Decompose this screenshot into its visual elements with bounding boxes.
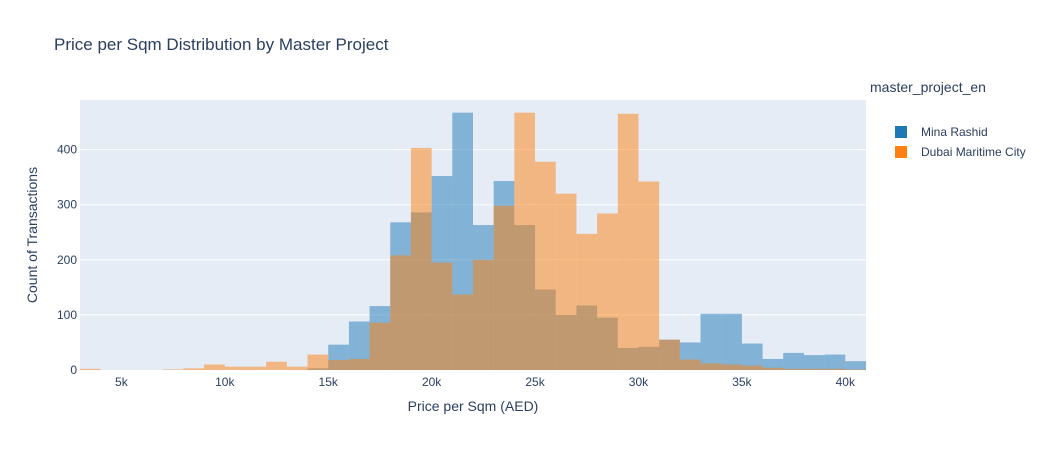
bar-series-1 — [286, 366, 308, 370]
bar-series-1 — [576, 233, 598, 370]
bar-series-1 — [824, 368, 846, 370]
bar-series-1 — [514, 112, 536, 371]
legend-label: Dubai Maritime City — [921, 145, 1026, 159]
bar-series-0 — [700, 313, 722, 370]
bar-series-1 — [307, 354, 329, 370]
bar-series-1 — [390, 255, 411, 370]
x-tick-label: 40k — [836, 375, 856, 389]
bar-series-1 — [328, 360, 349, 370]
bar-series-1 — [245, 366, 267, 370]
bar-series-0 — [348, 321, 370, 370]
bar-series-0 — [803, 355, 825, 370]
y-tick-label: 0 — [70, 363, 77, 377]
x-tick-label: 25k — [525, 375, 545, 389]
bars — [80, 112, 866, 371]
bar-series-1 — [762, 367, 784, 370]
bar-series-1 — [783, 368, 804, 370]
legend-swatch — [895, 126, 907, 138]
y-tick-label: 200 — [57, 253, 77, 267]
y-axis-title: Count of Transactions — [24, 167, 40, 303]
bar-series-1 — [679, 359, 701, 370]
x-tick-label: 10k — [215, 375, 235, 389]
x-tick-label: 5k — [115, 375, 129, 389]
y-tick-label: 400 — [57, 143, 77, 157]
legend-swatch — [895, 146, 907, 158]
legend: master_project_en Mina Rashid Dubai Marit… — [870, 79, 1026, 159]
bar-series-0 — [845, 361, 866, 370]
bar-series-0 — [824, 354, 846, 370]
bar-series-1 — [410, 147, 432, 370]
x-tick-label: 20k — [422, 375, 442, 389]
bar-series-1 — [493, 205, 515, 370]
legend-label: Mina Rashid — [921, 125, 988, 139]
bar-series-1 — [162, 369, 184, 370]
bar-series-0 — [783, 352, 804, 370]
y-axis-ticks: 0 100 200 300 400 — [57, 143, 77, 377]
bar-series-1 — [369, 322, 391, 370]
y-tick-label: 300 — [57, 198, 77, 212]
bar-series-1 — [721, 364, 742, 370]
x-tick-label: 15k — [319, 375, 339, 389]
bar-series-1 — [638, 181, 660, 370]
bar-series-1 — [431, 262, 453, 370]
bar-series-1 — [535, 161, 556, 370]
bar-series-1 — [80, 368, 101, 370]
x-axis-title: Price per Sqm (AED) — [408, 398, 539, 414]
bar-series-1 — [348, 358, 370, 370]
bar-series-1 — [266, 361, 287, 370]
bar-series-1 — [473, 259, 494, 370]
bar-series-1 — [803, 368, 825, 370]
bar-series-1 — [845, 369, 866, 370]
bar-series-0 — [721, 313, 742, 370]
bar-series-1 — [555, 193, 577, 370]
x-tick-label: 35k — [732, 375, 752, 389]
bar-series-1 — [741, 365, 763, 370]
bar-series-0 — [762, 358, 784, 370]
bar-series-1 — [597, 213, 618, 370]
legend-title: master_project_en — [870, 79, 986, 95]
bar-series-1 — [452, 294, 473, 370]
bar-series-1 — [700, 363, 722, 370]
bar-series-1 — [617, 113, 639, 370]
bar-series-1 — [183, 368, 205, 370]
bar-series-1 — [659, 339, 680, 370]
x-axis-ticks: 5k 10k 15k 20k 25k 30k 35k 40k — [115, 375, 856, 389]
chart-title: Price per Sqm Distribution by Master Pro… — [54, 35, 389, 54]
bar-series-0 — [741, 343, 763, 370]
x-tick-label: 30k — [629, 375, 649, 389]
bar-series-1 — [224, 366, 246, 370]
bar-series-1 — [204, 364, 225, 370]
y-tick-label: 100 — [57, 308, 77, 322]
